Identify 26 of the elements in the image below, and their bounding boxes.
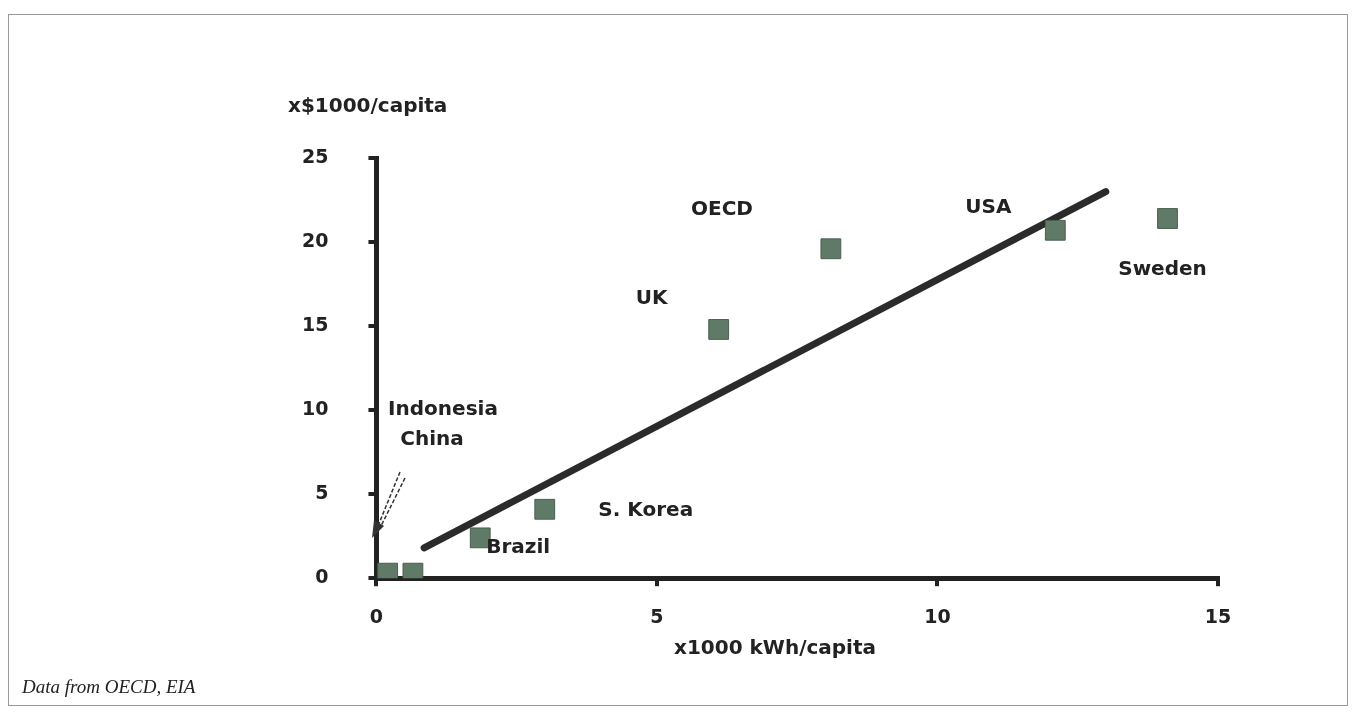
point: [1157, 208, 1178, 229]
y-axis-title: x$1000/capita: [288, 93, 448, 118]
y-tick-label: 0: [315, 565, 329, 588]
annotation: S. Korea: [598, 497, 694, 522]
y-tick-label: 25: [301, 144, 329, 167]
annotation: Sweden: [1118, 255, 1207, 280]
annotation: Brazil: [486, 534, 551, 559]
annotation: UK: [635, 284, 670, 309]
text: Data from OECD, EIA: [21, 676, 196, 697]
annotation: China: [400, 426, 464, 451]
annotation: Indonesia: [388, 396, 498, 421]
x-tick-label: 0: [369, 604, 384, 627]
x-axis-title: x1000 kWh/capita: [673, 635, 877, 660]
x-tick-label: 5: [650, 604, 664, 627]
x-tick-label: 15: [1204, 604, 1232, 627]
y-tick-label: 20: [301, 228, 329, 251]
annotation: USA: [965, 194, 1012, 219]
x-tick-label: 10: [924, 604, 951, 627]
y-tick-label: 5: [315, 481, 329, 504]
y-tick-label: 10: [301, 397, 329, 420]
point: [1044, 219, 1066, 241]
annotation: OECD: [691, 196, 753, 221]
point: [708, 319, 730, 340]
point: [534, 498, 556, 520]
y-tick-label: 15: [301, 313, 329, 336]
point: [820, 238, 842, 260]
